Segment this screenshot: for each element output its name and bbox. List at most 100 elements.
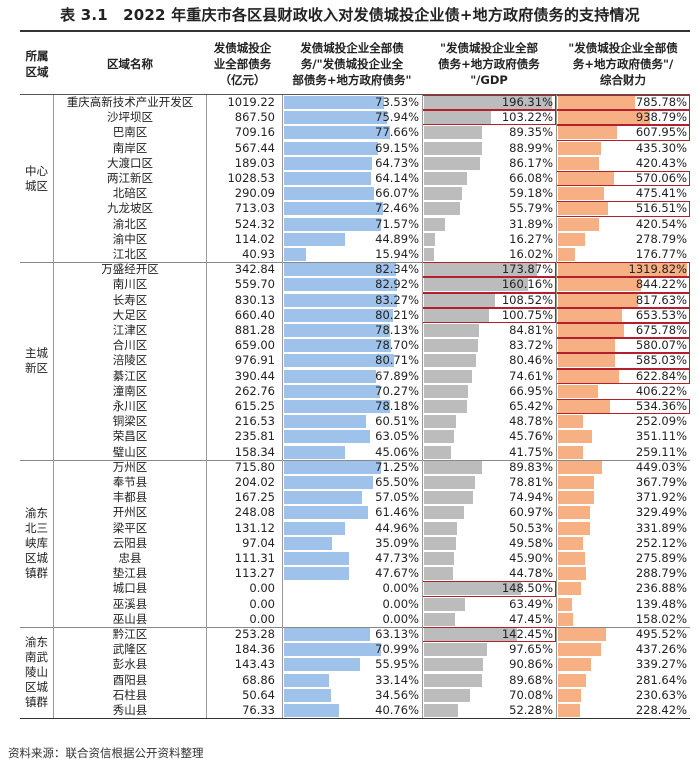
ratio-label-c1: 78.18% <box>375 399 419 413</box>
highlight-box <box>556 95 690 111</box>
region-name: 铜梁区 <box>112 414 148 429</box>
ratio-label-c2: 31.89% <box>509 216 553 231</box>
ratio-bar-c3 <box>558 567 587 581</box>
region-name: 潼南区 <box>112 383 148 398</box>
ratio-cell-c1: 78.18% <box>282 399 422 414</box>
ratio-bar-c1 <box>284 172 372 185</box>
ratio-label-c1: 67.89% <box>375 368 419 383</box>
table-row: 云阳县 97.04 35.09% 49.58% 252.12% <box>20 536 690 551</box>
debt-value: 524.32 <box>234 216 275 231</box>
ratio-label-c2: 48.78% <box>509 414 553 429</box>
ratio-bar-c1 <box>284 521 346 535</box>
table-row: 石柱县 50.64 34.56% 70.08% 230.63% <box>20 688 690 703</box>
ratio-label-c3: 817.63% <box>635 292 687 307</box>
ratio-bar-c1 <box>284 704 340 717</box>
ratio-bar-c1 <box>284 415 367 429</box>
ratio-label-c3: 176.77% <box>635 247 687 261</box>
ratio-label-c2: 108.52% <box>501 292 553 307</box>
table-row: 大渡口区 189.03 64.73% 86.17% 420.43% <box>20 156 690 171</box>
table-header: 所属 区域 区域名称 发债城投企 业全部债务 （亿元） 发债城投企业全部债 务/… <box>20 32 690 95</box>
ratio-cell-c1: 70.99% <box>282 642 422 657</box>
region-name: 九龙坡区 <box>107 201 153 216</box>
ratio-cell-c3: 367.79% <box>556 475 690 490</box>
highlight-box <box>422 292 556 308</box>
ratio-label-c1: 15.94% <box>375 247 419 261</box>
ratio-bar-c2 <box>424 567 454 581</box>
ratio-bar-c1 <box>284 628 370 641</box>
ratio-cell-c3: 844.22% <box>556 277 690 293</box>
ratio-cell-c3: 435.30% <box>556 141 690 156</box>
ratio-bar-c3 <box>558 293 638 307</box>
region-name: 永川区 <box>112 399 148 413</box>
ratio-label-c2: 66.95% <box>509 383 553 398</box>
ratio-cell-c1: 63.13% <box>282 627 422 642</box>
ratio-cell-c2: 142.45% <box>422 627 556 643</box>
region-group-label: 渝东 北三 峡库 区城 镇群 <box>20 459 54 627</box>
ratio-bar-c2 <box>424 339 479 353</box>
ratio-label-c1: 78.70% <box>375 338 419 353</box>
debt-value: 1028.53 <box>227 171 275 185</box>
ratio-label-c3: 580.07% <box>635 338 687 353</box>
region-group-label: 中心 城区 <box>20 95 54 263</box>
ratio-label-c3: 437.26% <box>635 642 687 657</box>
region-name: 彭水县 <box>112 657 148 672</box>
ratio-cell-c2: 148.50% <box>422 581 556 597</box>
table-row: 长寿区 830.13 83.27% 108.52% 817.63% <box>20 292 690 308</box>
ratio-cell-c3: 230.63% <box>556 688 690 703</box>
ratio-label-c3: 351.11% <box>635 429 687 444</box>
ratio-label-c1: 70.27% <box>375 383 419 398</box>
ratio-bar-c2 <box>424 111 492 125</box>
ratio-label-c3: 653.53% <box>635 307 687 322</box>
ratio-label-c1: 64.14% <box>375 171 419 185</box>
highlight-box <box>422 262 556 278</box>
ratio-bar-c3 <box>558 552 585 565</box>
ratio-bar-c1 <box>284 384 380 398</box>
ratio-cell-c2: 74.94% <box>422 490 556 505</box>
table-row: 万州区 715.80 71.25% 89.83% 449.03% <box>20 460 690 475</box>
ratio-cell-c3: 252.12% <box>556 536 690 551</box>
region-name: 云阳县 <box>112 535 148 550</box>
ratio-bar-c1 <box>284 506 368 520</box>
ratio-cell-c1: 47.67% <box>282 566 422 581</box>
ratio-bar-c2 <box>424 658 484 672</box>
highlight-box <box>422 581 556 597</box>
debt-value: 567.44 <box>234 140 275 155</box>
ratio-cell-c2: 86.17% <box>422 156 556 171</box>
ratio-cell-c1: 78.13% <box>282 323 422 338</box>
ratio-bar-c2 <box>424 628 517 641</box>
ratio-cell-c2: 80.46% <box>422 353 556 368</box>
region-name: 巴南区 <box>112 125 148 140</box>
ratio-label-c2: 63.49% <box>509 596 553 611</box>
ratio-label-c3: 938.79% <box>635 110 687 125</box>
ratio-label-c3: 158.02% <box>635 611 687 626</box>
ratio-label-c3: 844.22% <box>635 277 687 292</box>
ratio-label-c1: 64.73% <box>375 155 419 170</box>
ratio-bar-c3 <box>558 384 598 398</box>
ratio-bar-c2 <box>424 673 483 687</box>
ratio-bar-c3 <box>558 202 609 216</box>
ratio-label-c1: 44.89% <box>375 231 419 246</box>
ratio-cell-c1: 66.07% <box>282 186 422 201</box>
table-row: 沙坪坝区 867.50 75.94% 103.22% 938.79% <box>20 110 690 126</box>
ratio-cell-c2: 66.08% <box>422 171 556 186</box>
highlight-box <box>556 399 690 415</box>
ratio-bar-c3 <box>558 263 687 277</box>
region-name: 石柱县 <box>112 687 148 702</box>
debt-value: 709.16 <box>234 125 275 140</box>
ratio-cell-c1: 72.46% <box>282 201 422 216</box>
ratio-label-c1: 80.21% <box>375 307 419 322</box>
ratio-cell-c3: 339.27% <box>556 657 690 672</box>
ratio-label-c1: 71.57% <box>375 216 419 231</box>
ratio-cell-c3: 653.53% <box>556 307 690 323</box>
ratio-cell-c3: 331.89% <box>556 521 690 536</box>
ratio-bar-c1 <box>284 232 346 246</box>
ratio-cell-c1: 80.21% <box>282 308 422 323</box>
ratio-bar-c2 <box>424 96 552 109</box>
debt-value: 559.70 <box>234 277 275 292</box>
ratio-bar-c1 <box>284 293 398 307</box>
ratio-cell-c3: 938.79% <box>556 110 690 126</box>
region-name: 长寿区 <box>112 292 148 307</box>
ratio-cell-c1: 65.50% <box>282 475 422 490</box>
highlight-box <box>556 201 690 217</box>
ratio-bar-c1 <box>284 278 397 292</box>
